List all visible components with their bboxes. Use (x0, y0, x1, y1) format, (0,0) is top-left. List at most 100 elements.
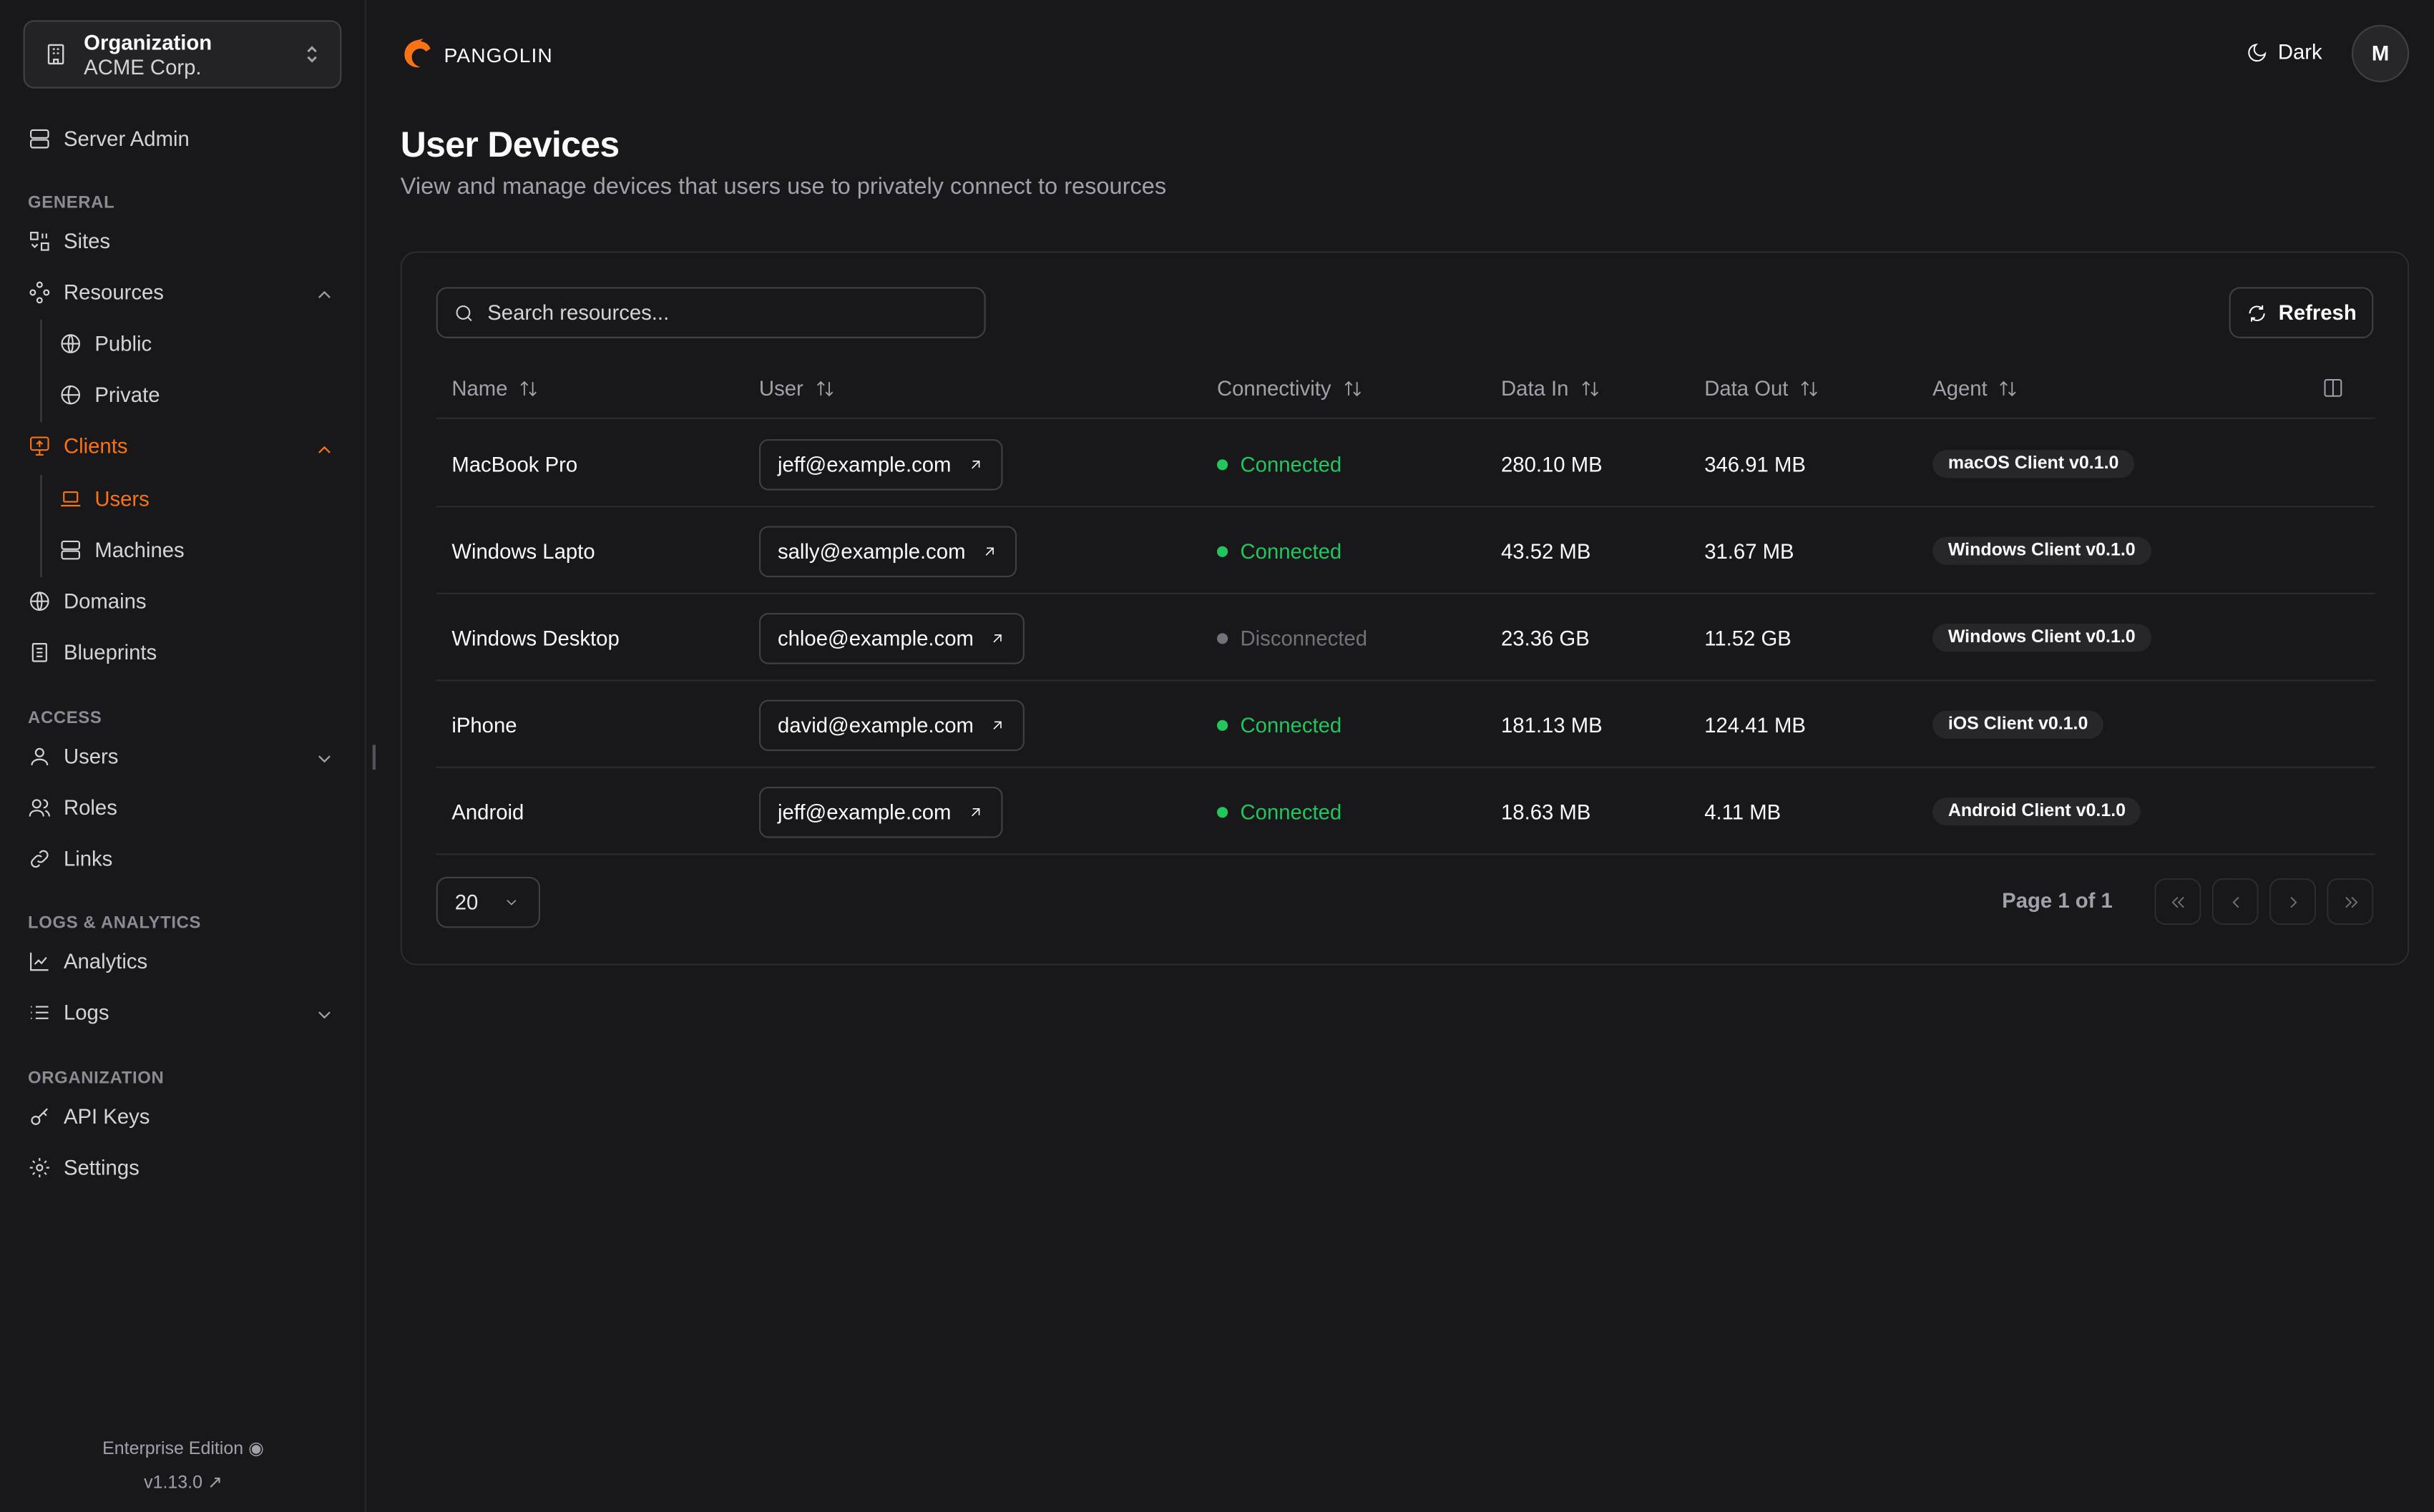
sidebar-item-clients[interactable]: Clients (28, 434, 127, 458)
columns-icon[interactable] (2322, 377, 2344, 398)
chevron-down-icon[interactable] (313, 1004, 335, 1026)
status-dot (1216, 719, 1228, 730)
first-page-button[interactable] (2154, 878, 2201, 926)
section-general: GENERAL (28, 194, 115, 213)
user-link-button[interactable]: sally@example.com (758, 525, 1017, 577)
chevron-right-icon (2289, 895, 2297, 908)
label: Blueprints (63, 641, 157, 664)
gear-icon (29, 1158, 49, 1178)
column-header-user[interactable]: User (759, 377, 834, 401)
data-in: 43.52 MB (1501, 539, 1591, 563)
sidebar-item-private[interactable]: Private (59, 383, 160, 407)
agent-badge: Windows Client v0.1.0 (1932, 624, 2151, 652)
sidebar-item-users-clients[interactable]: Users (59, 487, 150, 511)
sort-icon (1581, 381, 1598, 397)
sidebar-item-server-admin[interactable]: Server Admin (28, 127, 190, 150)
search-field[interactable] (436, 287, 986, 338)
version-link[interactable]: v1.13.0 ↗ (0, 1471, 366, 1493)
refresh-button[interactable]: Refresh (2229, 287, 2374, 338)
chart-line-icon (30, 952, 49, 971)
device-name: iPhone (451, 712, 517, 737)
brand-logo[interactable]: PANGOLIN (401, 37, 553, 72)
sidebar-item-roles[interactable]: Roles (28, 796, 117, 820)
monitor-up-icon (30, 436, 49, 456)
user-email: jeff@example.com (777, 800, 952, 823)
data-out: 346.91 MB (1704, 452, 1806, 476)
main: PANGOLIN Dark M User Devices View and ma… (366, 0, 2434, 1511)
page-size-select[interactable]: 20 (436, 876, 541, 928)
sidebar-item-analytics[interactable]: Analytics (28, 950, 147, 973)
section-organization: ORGANIZATION (28, 1069, 165, 1088)
sidebar-item-resources[interactable]: Resources (28, 281, 164, 304)
user-link-button[interactable]: chloe@example.com (758, 612, 1025, 664)
waypoints-icon (29, 281, 50, 304)
sidebar-item-links[interactable]: Links (28, 848, 112, 870)
refresh-label: Refresh (2278, 300, 2357, 325)
column-header-name[interactable]: Name (451, 377, 539, 401)
column-header-agent[interactable]: Agent (1932, 377, 2018, 401)
avatar[interactable]: M (2351, 24, 2410, 82)
device-name: Windows Desktop (451, 626, 620, 649)
chevron-down-icon[interactable] (313, 748, 335, 770)
data-in: 18.63 MB (1501, 800, 1591, 823)
sidebar-item-domains[interactable]: Domains (28, 589, 147, 613)
sidebar-item-machines[interactable]: Machines (59, 539, 185, 561)
column-header-connectivity[interactable]: Connectivity (1217, 377, 1362, 401)
chevrons-up-down-icon (307, 46, 317, 63)
connectivity-status: Connected (1216, 421, 1341, 507)
column-label: Data Out (1704, 377, 1789, 401)
status-label: Connected (1240, 712, 1342, 737)
data-out: 4.11 MB (1704, 800, 1781, 823)
status-dot (1216, 545, 1228, 556)
chevrons-right-icon (2345, 895, 2357, 908)
agent-badge: macOS Client v0.1.0 (1932, 450, 2135, 478)
table-row: iPhone david@example.com Connected 181.1… (436, 681, 2375, 768)
connectivity-status: Connected (1216, 768, 1341, 855)
user-link-button[interactable]: jeff@example.com (758, 785, 1003, 838)
prev-page-button[interactable] (2211, 878, 2259, 926)
sort-icon (1344, 381, 1361, 397)
sidebar-item-logs[interactable]: Logs (28, 1001, 109, 1024)
org-label: Organization (84, 30, 212, 54)
label: Private (94, 383, 160, 407)
label: API Keys (63, 1104, 150, 1129)
arrow-up-right-icon (985, 546, 994, 555)
edition-link[interactable]: Enterprise Edition ◉ (0, 1437, 366, 1458)
status-label: Disconnected (1240, 626, 1368, 649)
column-header-data-out[interactable]: Data Out (1704, 377, 1819, 401)
org-selector[interactable]: Organization ACME Corp. (23, 20, 342, 89)
user-link-button[interactable]: david@example.com (758, 699, 1025, 751)
sort-icon (816, 381, 833, 397)
chevron-up-icon[interactable] (313, 439, 335, 461)
sidebar-item-public[interactable]: Public (59, 332, 152, 355)
sidebar-item-users[interactable]: Users (28, 745, 118, 768)
label: Domains (63, 589, 147, 613)
device-name: Windows Lapto (451, 539, 595, 563)
version: v1.13.0 (144, 1474, 202, 1493)
chevron-up-icon[interactable] (313, 284, 335, 305)
search-input[interactable] (487, 300, 954, 325)
user-link-button[interactable]: jeff@example.com (758, 438, 1003, 490)
device-name: Android (451, 800, 524, 823)
arrow-up-right-icon (994, 633, 1002, 642)
sidebar-item-sites[interactable]: Sites (28, 230, 110, 253)
page-info: Page 1 of 1 (2002, 889, 2113, 913)
edition: Enterprise Edition (102, 1440, 244, 1459)
chevrons-left-icon (2171, 895, 2184, 908)
data-out: 124.41 MB (1704, 712, 1806, 737)
next-page-button[interactable] (2269, 878, 2317, 926)
sidebar-resize-handle[interactable] (372, 745, 376, 770)
column-header-data-in[interactable]: Data In (1501, 377, 1600, 401)
chevron-down-icon (507, 900, 517, 905)
last-page-button[interactable] (2327, 878, 2374, 926)
sidebar-item-settings[interactable]: Settings (28, 1156, 140, 1179)
sidebar-item-api-keys[interactable]: API Keys (28, 1104, 150, 1129)
brand-name: PANGOLIN (444, 42, 553, 67)
server-icon (61, 540, 81, 560)
section-access: ACCESS (28, 709, 102, 728)
sidebar-item-blueprints[interactable]: Blueprints (28, 641, 157, 664)
label: Settings (63, 1156, 140, 1179)
sort-icon (2000, 381, 2017, 397)
theme-toggle[interactable]: Dark (2247, 40, 2322, 64)
table-row: MacBook Pro jeff@example.com Connected 2… (436, 421, 2375, 508)
